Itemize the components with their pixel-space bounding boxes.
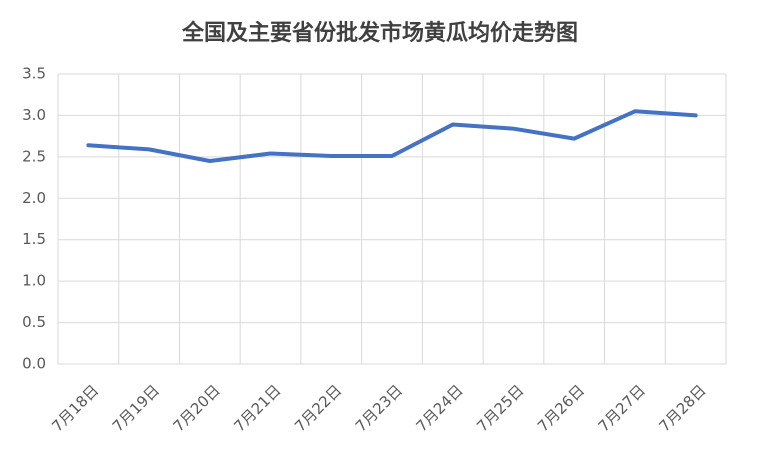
x-tick-label: 7月23日	[352, 381, 406, 435]
y-tick-label: 2.5	[22, 147, 46, 165]
x-tick-label: 7月21日	[230, 381, 284, 435]
line	[86, 109, 698, 163]
y-tick-label: 1.5	[22, 230, 46, 248]
y-tick-label: 0.0	[22, 355, 46, 373]
x-tick-label: 7月25日	[473, 381, 527, 435]
y-tick-label: 3.5	[22, 65, 46, 83]
x-tick-label: 7月26日	[534, 381, 588, 435]
y-tick-label: 3.0	[22, 106, 46, 124]
x-tick-label: 7月18日	[48, 381, 102, 435]
x-tick-label: 7月22日	[291, 381, 345, 435]
x-tick-label: 7月20日	[170, 381, 224, 435]
chart-title: 全国及主要省份批发市场黄瓜均价走势图	[181, 20, 578, 46]
y-tick-label: 1.0	[22, 272, 46, 290]
x-tick-label: 7月19日	[109, 381, 163, 435]
x-tick-label: 7月27日	[595, 381, 649, 435]
y-tick-label: 0.5	[22, 313, 46, 331]
x-tick-label: 7月24日	[413, 381, 467, 435]
y-tick-label: 2.0	[22, 189, 46, 207]
x-tick-label: 7月28日	[655, 381, 709, 435]
